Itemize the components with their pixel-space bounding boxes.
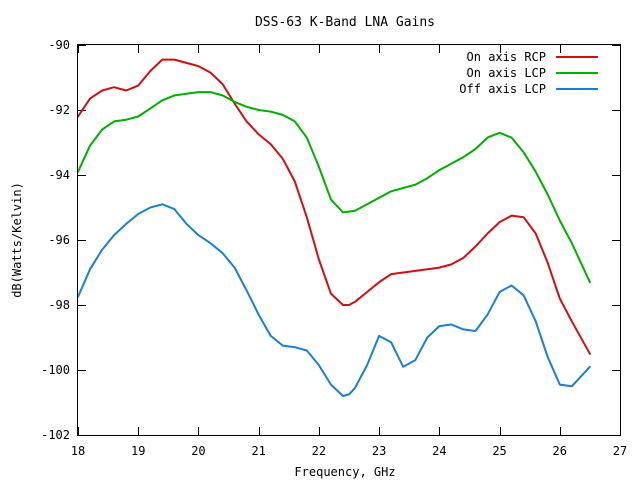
y-axis-ticks: -102 -100 -98 -96 -94 -92 -90 bbox=[41, 38, 620, 442]
x-tick-label: 20 bbox=[191, 444, 205, 458]
legend-label: On axis RCP bbox=[467, 50, 546, 64]
x-tick-label: 27 bbox=[613, 444, 627, 458]
y-tick-label: -90 bbox=[48, 38, 70, 52]
y-tick-label: -96 bbox=[48, 233, 70, 247]
series-line-3 bbox=[77, 203, 591, 397]
x-tick-label: 19 bbox=[131, 444, 145, 458]
x-axis-ticks: 18 19 20 21 22 23 24 25 26 27 bbox=[71, 45, 627, 458]
x-tick-label: 21 bbox=[251, 444, 265, 458]
legend-label: On axis LCP bbox=[467, 66, 546, 80]
legend: On axis RCP On axis LCP Off axis LCP bbox=[459, 50, 598, 96]
y-tick-label: -100 bbox=[41, 363, 70, 377]
y-tick-label: -98 bbox=[48, 298, 70, 312]
y-tick-label: -94 bbox=[48, 168, 70, 182]
x-tick-label: 25 bbox=[492, 444, 506, 458]
series-line-2 bbox=[77, 91, 591, 284]
x-tick-label: 18 bbox=[71, 444, 85, 458]
series-layer bbox=[77, 58, 591, 397]
x-axis-label: Frequency, GHz bbox=[294, 465, 395, 479]
y-axis-label: dB(Watts/Kelvin) bbox=[10, 182, 24, 298]
y-tick-label: -92 bbox=[48, 103, 70, 117]
plot-frame bbox=[77, 44, 621, 436]
y-tick-label: -102 bbox=[41, 428, 70, 442]
legend-label: Off axis LCP bbox=[459, 82, 546, 96]
x-tick-label: 24 bbox=[432, 444, 446, 458]
x-tick-label: 23 bbox=[372, 444, 386, 458]
series-line-1 bbox=[77, 58, 591, 355]
x-tick-label: 26 bbox=[553, 444, 567, 458]
x-tick-label: 22 bbox=[312, 444, 326, 458]
chart-title: DSS-63 K-Band LNA Gains bbox=[255, 15, 435, 30]
